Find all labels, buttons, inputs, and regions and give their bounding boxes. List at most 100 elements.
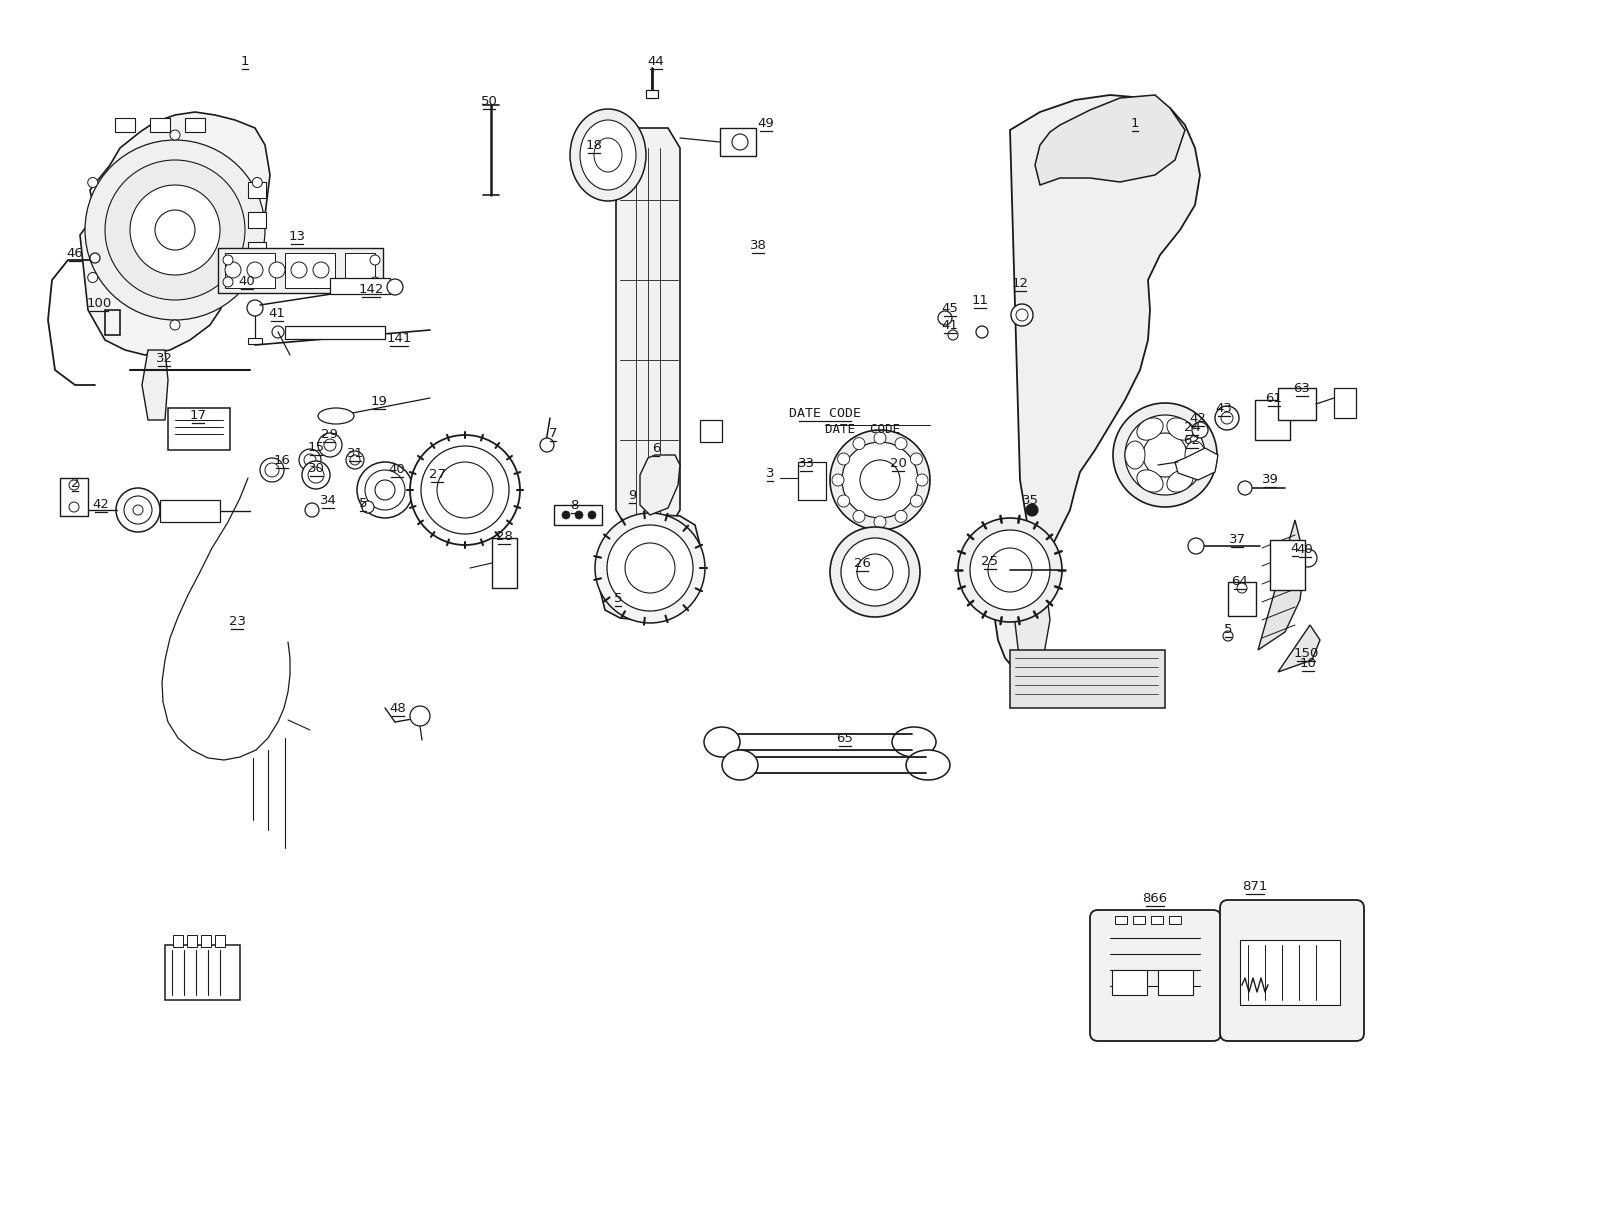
FancyBboxPatch shape	[1221, 900, 1363, 1041]
Text: 61: 61	[1266, 392, 1283, 406]
Ellipse shape	[893, 727, 936, 758]
Ellipse shape	[1238, 481, 1251, 495]
Ellipse shape	[226, 262, 242, 278]
Ellipse shape	[1114, 403, 1218, 507]
Text: DATE  CODE: DATE CODE	[826, 423, 899, 436]
Ellipse shape	[259, 458, 285, 482]
Ellipse shape	[69, 480, 78, 490]
Bar	[285, 326, 386, 339]
Text: 37: 37	[1229, 533, 1245, 546]
Ellipse shape	[1299, 549, 1317, 568]
Ellipse shape	[594, 138, 622, 172]
Ellipse shape	[318, 434, 342, 457]
Polygon shape	[995, 95, 1200, 672]
Bar	[202, 935, 211, 948]
Ellipse shape	[832, 474, 845, 486]
Text: 25: 25	[981, 555, 998, 568]
Ellipse shape	[858, 554, 893, 590]
Bar	[1112, 970, 1147, 995]
Bar	[214, 935, 226, 948]
Ellipse shape	[562, 512, 570, 519]
Ellipse shape	[88, 273, 98, 283]
Ellipse shape	[1166, 470, 1194, 492]
Text: 28: 28	[496, 530, 512, 543]
Ellipse shape	[910, 453, 922, 465]
Polygon shape	[1035, 95, 1186, 185]
Ellipse shape	[1192, 421, 1208, 438]
Text: 46: 46	[67, 247, 83, 259]
Ellipse shape	[69, 502, 78, 512]
Ellipse shape	[272, 326, 285, 339]
Text: 26: 26	[853, 557, 870, 570]
Ellipse shape	[306, 503, 318, 516]
Text: 62: 62	[1184, 434, 1200, 447]
Text: 13: 13	[288, 230, 306, 244]
Ellipse shape	[861, 460, 899, 501]
Text: 27: 27	[429, 468, 445, 481]
Ellipse shape	[1016, 309, 1027, 322]
Text: 50: 50	[480, 95, 498, 108]
Ellipse shape	[370, 276, 381, 287]
Ellipse shape	[589, 512, 595, 519]
Text: 38: 38	[749, 239, 766, 252]
Text: 871: 871	[1242, 879, 1267, 893]
Ellipse shape	[155, 209, 195, 250]
Ellipse shape	[222, 276, 234, 287]
Bar	[346, 253, 374, 287]
Ellipse shape	[874, 432, 886, 445]
Ellipse shape	[574, 512, 582, 519]
Polygon shape	[1258, 520, 1306, 650]
Bar	[720, 128, 757, 156]
Polygon shape	[1010, 580, 1050, 672]
Ellipse shape	[1138, 418, 1163, 440]
Ellipse shape	[541, 438, 554, 452]
Bar	[1115, 916, 1126, 924]
Ellipse shape	[842, 538, 909, 607]
Ellipse shape	[579, 121, 637, 190]
Ellipse shape	[1187, 538, 1205, 554]
Text: 45: 45	[941, 302, 958, 315]
Bar	[165, 945, 240, 1000]
Text: 3: 3	[766, 466, 774, 480]
Text: 11: 11	[971, 294, 989, 307]
Ellipse shape	[1221, 412, 1234, 424]
Bar	[173, 935, 182, 948]
Bar	[1158, 970, 1194, 995]
Ellipse shape	[938, 311, 952, 325]
Text: 41: 41	[269, 307, 285, 320]
Ellipse shape	[125, 496, 152, 524]
Text: 43: 43	[1216, 402, 1232, 415]
Text: 41: 41	[941, 319, 958, 333]
Polygon shape	[600, 515, 701, 620]
Text: 5: 5	[614, 592, 622, 605]
Ellipse shape	[1214, 406, 1238, 430]
Ellipse shape	[958, 518, 1062, 622]
Ellipse shape	[906, 750, 950, 780]
Bar	[1334, 389, 1357, 418]
Bar	[1270, 540, 1306, 590]
Text: 15: 15	[307, 441, 325, 454]
Bar	[798, 462, 826, 501]
Text: 19: 19	[371, 395, 387, 408]
Text: 30: 30	[307, 462, 325, 475]
Ellipse shape	[1166, 418, 1194, 440]
Text: 64: 64	[1232, 575, 1248, 588]
Text: 12: 12	[1011, 276, 1029, 290]
Text: 2: 2	[70, 477, 80, 490]
Ellipse shape	[266, 463, 278, 477]
Ellipse shape	[915, 474, 928, 486]
Text: 141: 141	[386, 333, 411, 345]
Ellipse shape	[357, 462, 413, 518]
Bar	[1010, 650, 1165, 708]
Bar	[248, 242, 266, 258]
Text: 16: 16	[274, 454, 291, 466]
Text: 40: 40	[1296, 543, 1314, 555]
Text: 32: 32	[155, 352, 173, 365]
Bar	[248, 181, 266, 199]
Bar	[1150, 916, 1163, 924]
Ellipse shape	[421, 446, 509, 533]
Text: 1: 1	[240, 55, 250, 68]
Ellipse shape	[246, 300, 262, 315]
Text: 17: 17	[189, 409, 206, 421]
Ellipse shape	[170, 130, 179, 140]
